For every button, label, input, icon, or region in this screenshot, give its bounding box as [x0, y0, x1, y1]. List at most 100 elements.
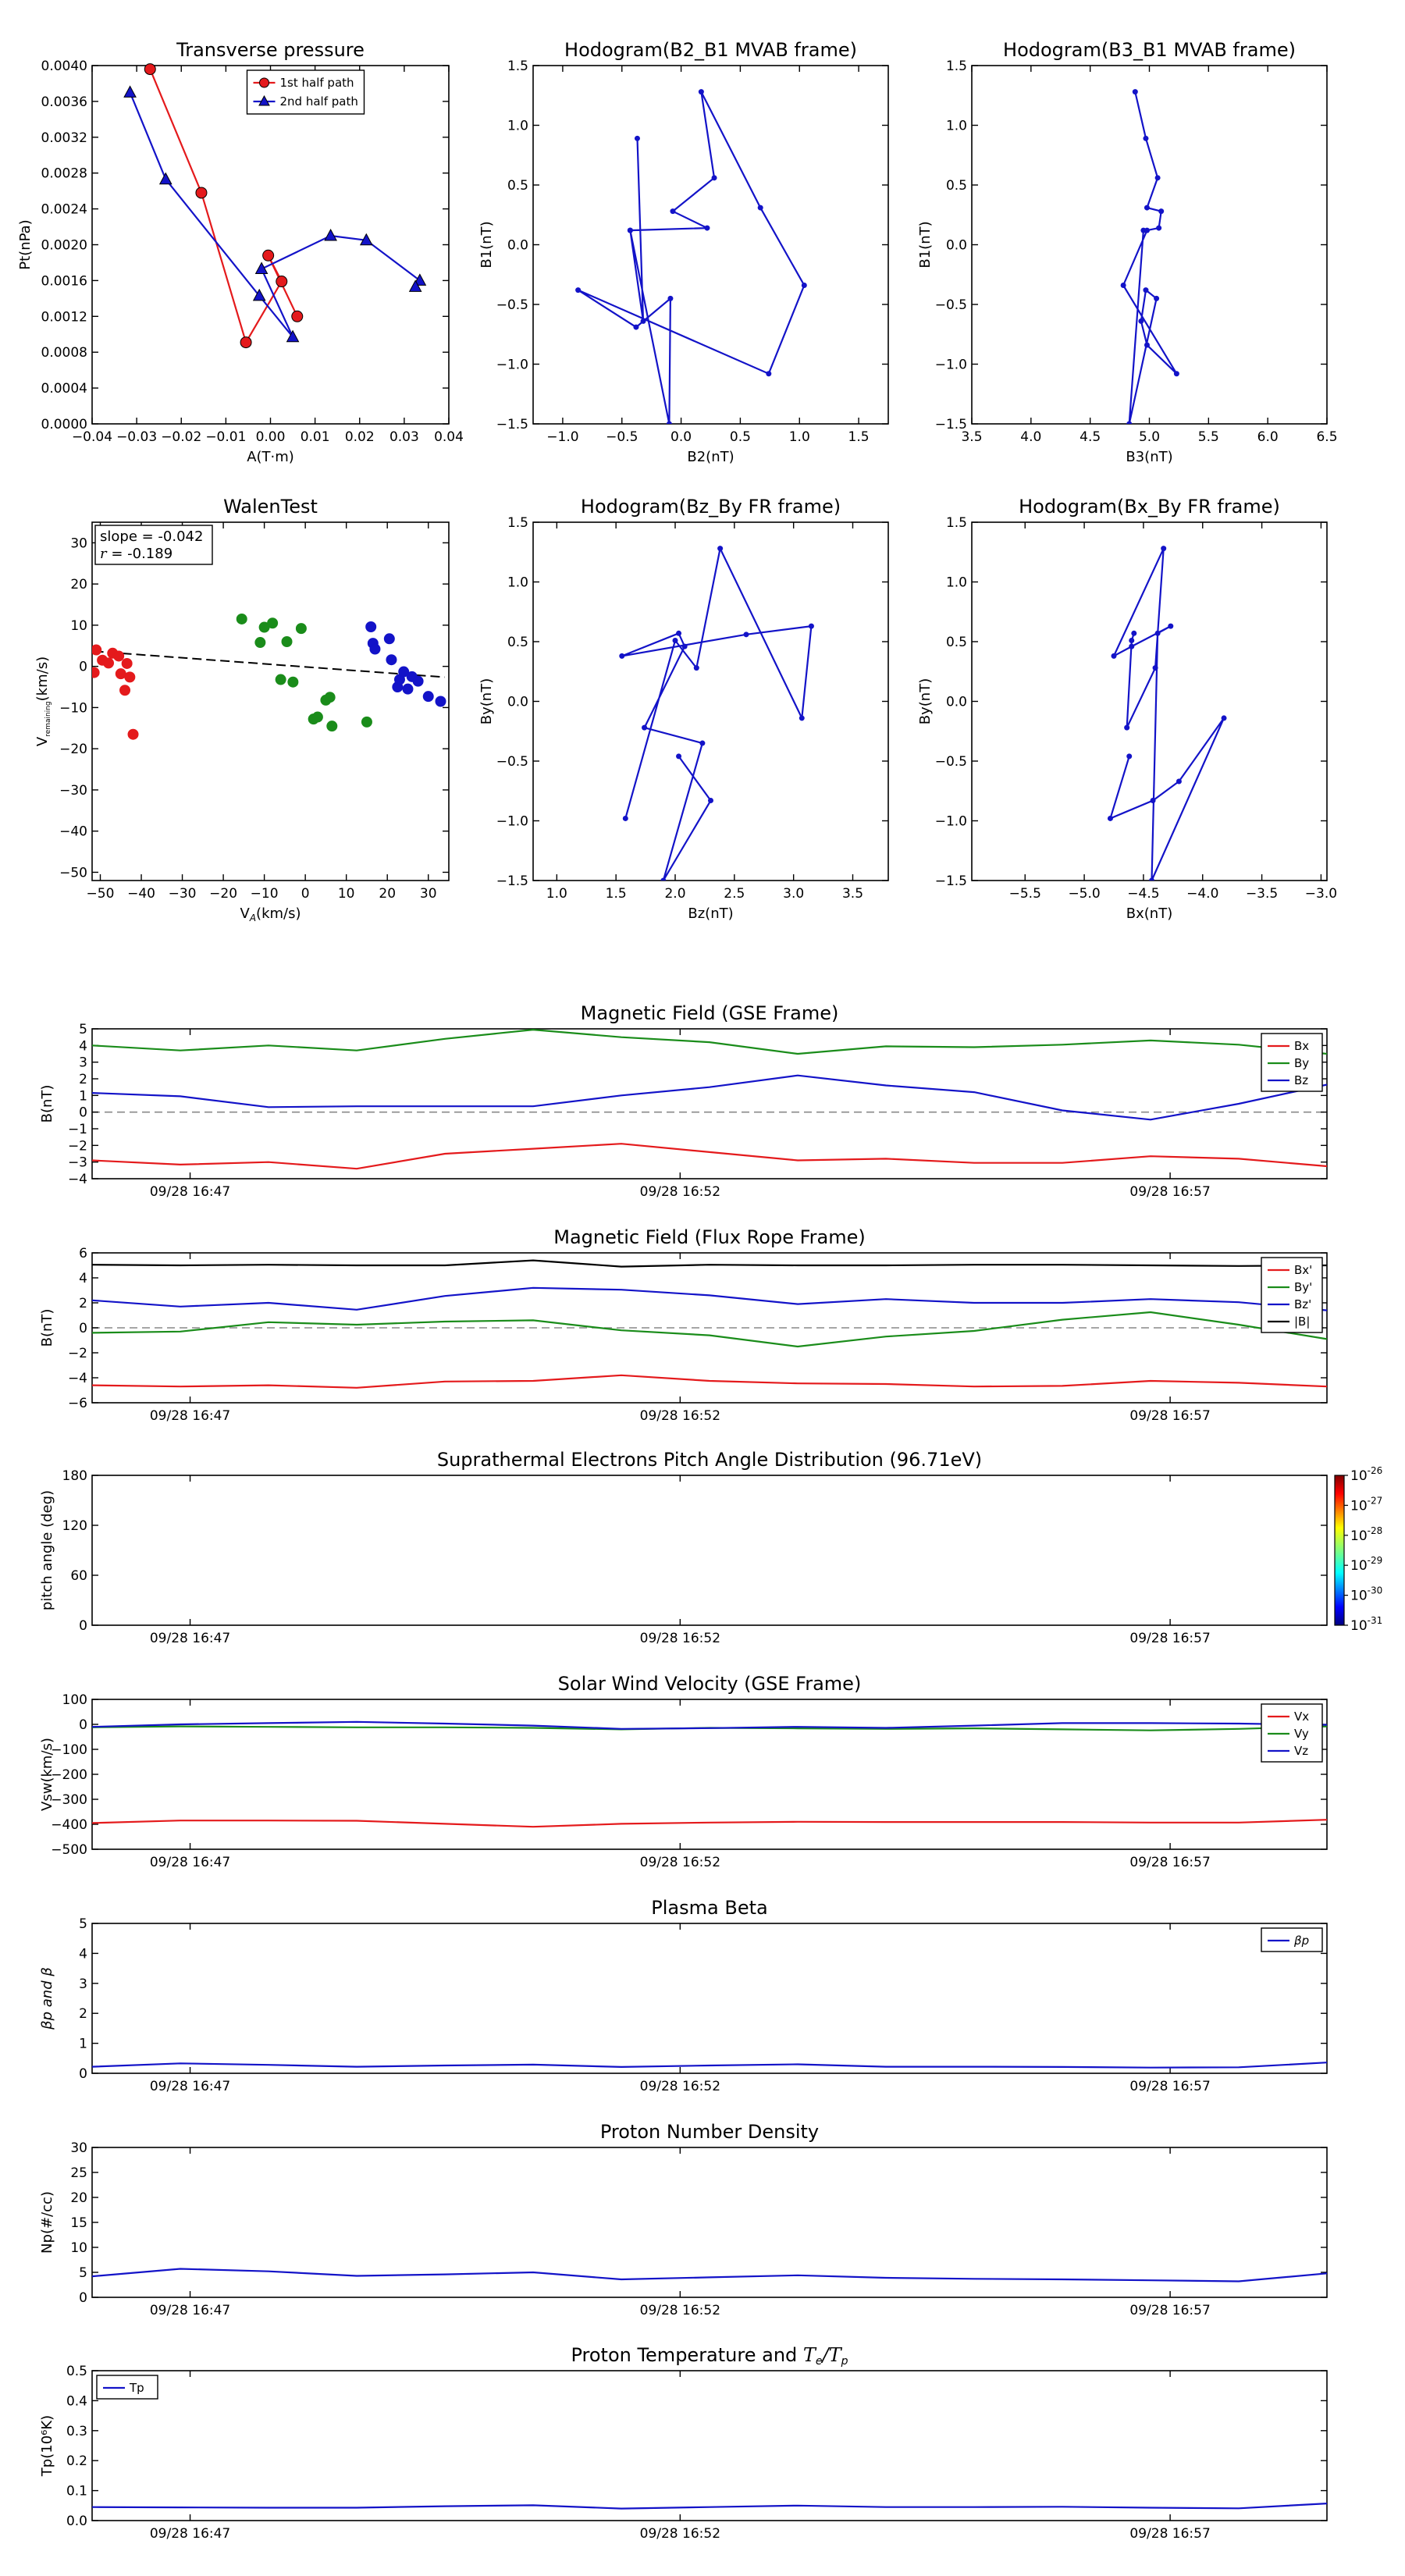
y-tick-label: −1.0 — [496, 814, 528, 830]
x-tick-label: 0.5 — [730, 429, 751, 445]
x-tick-label: 0.04 — [434, 429, 464, 445]
plot-frame — [532, 521, 889, 881]
chart-hodogram-bx-by: Hodogram(Bx_By FR frame) −5.5 −5.0 −4.5 −4.0… — [917, 496, 1337, 922]
series-line-0 — [1122, 91, 1178, 424]
chart-walen-test: WalenTest −50 −40 −30 −20 −10 0 10 20 30 −50 −40 −30… — [34, 496, 450, 923]
x-tick-label: −30 — [169, 886, 197, 902]
series-line-0 — [92, 2268, 1327, 2282]
y-tick-label: 100 — [62, 1692, 87, 1708]
annotation-slope: slope = -0.042 — [100, 528, 203, 545]
chart-pitch-angle: 10-26 10-27 10-28 10-29 10-30 10-31 Supratherm… — [39, 1449, 1382, 1646]
data-point — [693, 665, 699, 671]
x-tick-label: 0.0 — [670, 429, 692, 445]
x-tick-label: 1.5 — [606, 886, 627, 902]
y-tick-label: −3 — [68, 1155, 87, 1171]
data-point — [717, 546, 724, 552]
data-point — [1158, 208, 1165, 215]
annotation-r: r = -0.189 — [100, 546, 173, 562]
x-tick-label: 4.5 — [1080, 429, 1101, 445]
legend-label: βp — [1293, 1934, 1309, 1948]
y-tick-label: 4 — [79, 1038, 87, 1054]
series-line-βp — [92, 2062, 1327, 2069]
data-point — [1124, 724, 1130, 731]
data-point — [276, 276, 288, 288]
y-tick-label: 0.5 — [946, 635, 967, 650]
colorbar-label: 10-29 — [1350, 1555, 1382, 1574]
x-axis-label: B3(nT) — [1126, 449, 1172, 465]
data-point — [361, 716, 372, 728]
data-point — [672, 637, 678, 643]
data-point — [1149, 877, 1155, 881]
chart-title: Magnetic Field (GSE Frame) — [581, 1002, 839, 1024]
data-point — [1129, 637, 1135, 643]
data-point — [412, 675, 424, 687]
plot-frame — [91, 2370, 1328, 2521]
chart-mag-fr: Magnetic Field (Flux Rope Frame) 09/28 16… — [39, 1226, 1328, 1424]
annotation-box — [94, 525, 213, 565]
series-line-Bz' — [92, 1286, 1327, 1311]
data-point — [144, 63, 156, 76]
data-point — [1221, 715, 1227, 721]
x-axis-label: Bz(nT) — [688, 906, 733, 922]
plot-frame — [532, 65, 889, 425]
legend-label: Bz — [1294, 1073, 1308, 1087]
y-tick-label: 0.0008 — [41, 345, 87, 361]
y-tick-label: 1.5 — [507, 59, 528, 74]
plot-area — [92, 2062, 1327, 2069]
x-tick-label: 3.5 — [961, 429, 982, 445]
data-point — [275, 674, 286, 685]
x-tick-label: 09/28 16:47 — [150, 1408, 230, 1424]
plot-area — [619, 546, 814, 881]
y-tick-label: 0 — [79, 1717, 87, 1733]
y-tick-label: 1 — [79, 2037, 87, 2052]
x-tick-label: 09/28 16:47 — [150, 1631, 230, 1646]
x-tick-label: −0.5 — [606, 429, 638, 445]
x-tick-label: 3.0 — [783, 886, 804, 902]
data-point — [92, 667, 100, 678]
data-point — [1156, 225, 1162, 231]
data-point — [1143, 135, 1149, 141]
y-axis-label: By(nT) — [478, 678, 495, 724]
x-tick-label: 2.0 — [664, 886, 685, 902]
data-point — [627, 227, 633, 233]
x-tick-label: −20 — [209, 886, 237, 902]
plot-area — [92, 1720, 1327, 1828]
y-tick-label: 1.5 — [946, 59, 967, 74]
x-tick-label: −5.5 — [1009, 886, 1041, 902]
fit-line — [94, 650, 445, 678]
data-point — [622, 815, 628, 821]
x-tick-label: −10 — [251, 886, 279, 902]
chart-proton-temperature: Proton Temperature and Te/Tp 09/28 16:47 0… — [39, 2344, 1328, 2542]
data-point — [743, 632, 749, 638]
data-point — [681, 643, 688, 649]
legend-label: Bx' — [1294, 1263, 1312, 1277]
x-tick-label: −4.0 — [1186, 886, 1218, 902]
data-point — [1120, 283, 1126, 289]
y-tick-label: 10 — [70, 2240, 87, 2256]
data-point — [575, 287, 582, 294]
x-tick-label: 1.5 — [848, 429, 870, 445]
x-tick-label: 09/28 16:47 — [150, 1855, 230, 1870]
y-tick-label: 0.5 — [507, 635, 528, 650]
x-tick-label: 1.0 — [546, 886, 567, 902]
series-line-By — [92, 1029, 1327, 1055]
chart-title: WalenTest — [223, 496, 318, 518]
x-tick-label: −50 — [87, 886, 115, 902]
data-point — [699, 740, 706, 746]
y-tick-label: 20 — [70, 2190, 87, 2206]
x-tick-label: 09/28 16:57 — [1129, 1631, 1210, 1646]
x-tick-label: −3.5 — [1246, 886, 1278, 902]
data-point — [1126, 421, 1133, 424]
y-tick-label: 5 — [79, 1022, 87, 1037]
y-tick-label: −20 — [59, 742, 87, 757]
data-point — [676, 753, 682, 760]
y-tick-label: 6 — [79, 1246, 87, 1261]
x-tick-label: 6.0 — [1257, 429, 1279, 445]
data-point — [642, 724, 648, 731]
y-tick-label: 0.5 — [946, 178, 967, 194]
y-tick-label: −400 — [51, 1817, 87, 1833]
chart-title: Hodogram(B3_B1 MVAB frame) — [1003, 39, 1296, 61]
series-line-0 — [621, 546, 813, 881]
y-axis-label: By(nT) — [917, 678, 934, 724]
y-tick-label: −1.5 — [935, 417, 967, 432]
